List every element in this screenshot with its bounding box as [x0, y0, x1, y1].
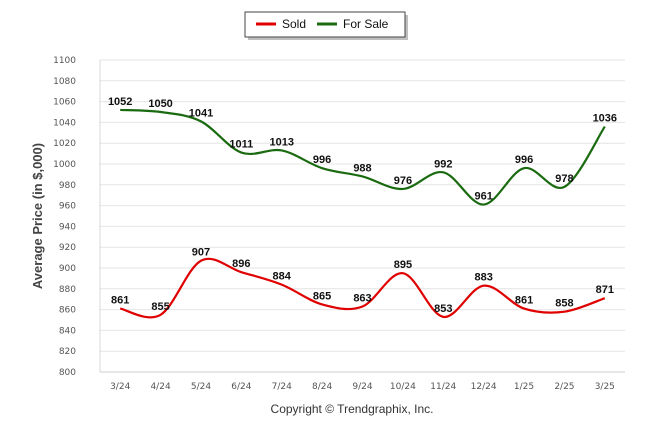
x-axis-ticks: 3/24 4/24 5/24 6/24 7/24 8/24 9/24 10/24 11/24 12… [110, 382, 615, 392]
data-label: 1011 [229, 139, 253, 151]
y-tick-label: 1020 [53, 139, 76, 149]
y-tick-label: 820 [59, 347, 76, 357]
x-tick-label: 11/24 [430, 382, 456, 392]
x-tick-label: 12/24 [471, 382, 497, 392]
data-labels: 861 855 907 896 884 865 863 895 853 883 861 858 871 1… [108, 96, 617, 315]
data-label: 871 [596, 284, 614, 296]
data-label: 992 [434, 158, 452, 170]
data-label: 861 [111, 295, 129, 307]
data-label: 895 [394, 259, 412, 271]
x-tick-label: 10/24 [390, 382, 416, 392]
data-label: 1050 [148, 98, 172, 110]
data-label: 853 [434, 303, 452, 315]
data-label: 1041 [189, 107, 213, 119]
data-label: 896 [232, 258, 250, 270]
x-tick-label: 1/25 [514, 382, 534, 392]
y-tick-label: 1060 [53, 98, 76, 108]
series-lines [119, 108, 606, 319]
legend: Sold For Sale [244, 11, 408, 40]
legend-label-for-sale: For Sale [343, 17, 389, 31]
data-label: 1036 [593, 113, 617, 125]
y-tick-label: 940 [59, 222, 76, 232]
data-label: 1052 [108, 96, 132, 108]
series-line-for-sale [120, 108, 606, 206]
y-tick-label: 880 [59, 285, 76, 295]
copyright-credit: Copyright © Trendgraphix, Inc. [271, 402, 434, 416]
gridlines [99, 59, 625, 373]
y-tick-label: 900 [59, 264, 76, 274]
data-label: 861 [515, 295, 533, 307]
x-tick-label: 6/24 [231, 382, 251, 392]
data-label: 996 [515, 154, 533, 166]
x-tick-label: 2/25 [554, 382, 574, 392]
data-label: 1013 [269, 136, 293, 148]
y-tick-label: 1040 [53, 118, 76, 128]
x-tick-label: 3/25 [595, 382, 615, 392]
data-label: 858 [555, 298, 573, 310]
legend-label-sold: Sold [282, 17, 306, 31]
y-tick-label: 980 [59, 181, 76, 191]
y-tick-label: 920 [59, 243, 76, 253]
y-tick-label: 1000 [53, 160, 76, 170]
data-label: 988 [353, 162, 371, 174]
y-tick-label: 800 [59, 368, 76, 378]
x-tick-label: 5/24 [191, 382, 211, 392]
y-tick-label: 960 [59, 202, 76, 212]
data-label: 976 [394, 175, 412, 187]
x-tick-label: 4/24 [150, 382, 170, 392]
data-label: 863 [353, 292, 371, 304]
y-axis-ticks: 800 820 840 860 880 900 920 940 960 980 1000 1020 10… [53, 56, 76, 378]
data-label: 855 [151, 301, 169, 313]
x-tick-label: 9/24 [352, 382, 372, 392]
y-tick-label: 1080 [53, 77, 76, 87]
data-label: 865 [313, 290, 331, 302]
y-tick-label: 840 [59, 326, 76, 336]
series-line-sold [119, 257, 606, 319]
x-tick-label: 7/24 [272, 382, 292, 392]
data-label: 961 [474, 191, 492, 203]
data-label: 883 [474, 272, 492, 284]
x-tick-label: 8/24 [312, 382, 332, 392]
y-tick-label: 1100 [53, 56, 76, 66]
y-axis-label: Average Price (in $,000) [30, 143, 45, 289]
x-tick-label: 3/24 [110, 382, 130, 392]
data-label: 996 [313, 154, 331, 166]
y-tick-label: 860 [59, 306, 76, 316]
data-label: 907 [192, 247, 210, 259]
data-label: 884 [273, 271, 292, 283]
data-label: 978 [555, 173, 573, 185]
